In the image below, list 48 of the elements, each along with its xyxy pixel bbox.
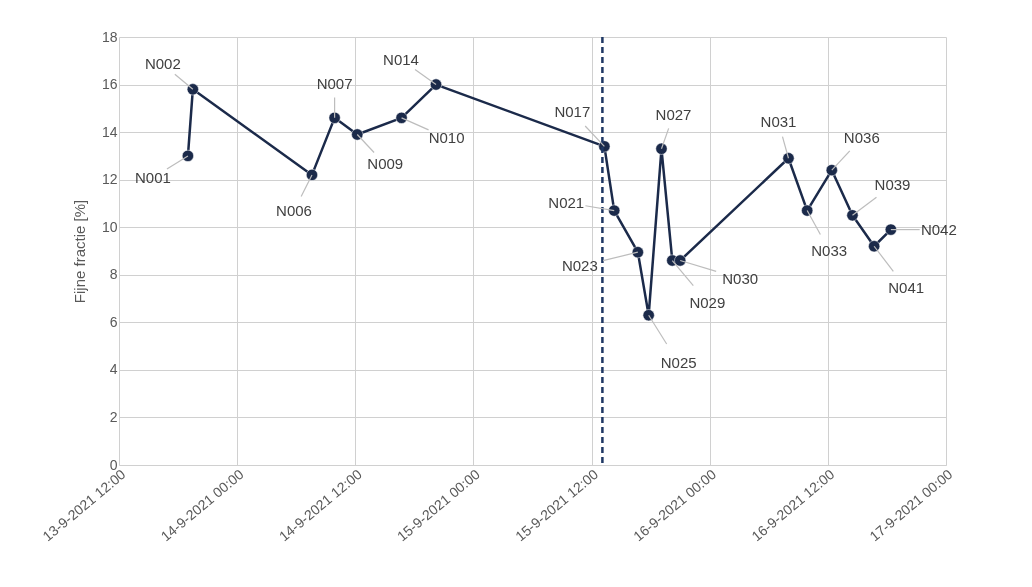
point bbox=[351, 128, 364, 141]
y-tick-label: 12 bbox=[101, 171, 118, 188]
annotation: N002 bbox=[144, 55, 181, 73]
annotation: N007 bbox=[316, 74, 353, 92]
annotation: N021 bbox=[548, 193, 585, 211]
point bbox=[328, 111, 341, 124]
annotation: N041 bbox=[888, 279, 925, 297]
annotation: N006 bbox=[276, 201, 312, 219]
annotation: N036 bbox=[843, 129, 880, 147]
point bbox=[825, 164, 838, 177]
y-axis-title: Fijne fractie [%] bbox=[70, 199, 88, 304]
y-tick-label: 14 bbox=[101, 123, 118, 140]
annotation: N027 bbox=[655, 105, 692, 123]
annotation: N010 bbox=[428, 128, 465, 146]
annotation: N023 bbox=[561, 257, 598, 275]
point bbox=[306, 168, 318, 181]
annotation: N039 bbox=[874, 176, 911, 194]
annotation: N014 bbox=[383, 50, 419, 68]
point bbox=[642, 309, 655, 322]
annotation: N001 bbox=[134, 168, 171, 186]
annotation: N025 bbox=[660, 354, 697, 372]
annotation: N017 bbox=[554, 103, 591, 121]
point bbox=[430, 78, 442, 91]
y-tick-label: 18 bbox=[101, 28, 118, 45]
annotation: N031 bbox=[760, 113, 797, 131]
annotation: N029 bbox=[689, 293, 726, 311]
point bbox=[674, 254, 687, 267]
point bbox=[801, 204, 814, 217]
point bbox=[186, 83, 199, 96]
annotation: N033 bbox=[811, 241, 848, 259]
y-tick-label: 6 bbox=[109, 313, 118, 330]
point bbox=[395, 111, 408, 124]
y-tick-label: 4 bbox=[109, 361, 118, 378]
point bbox=[608, 204, 621, 217]
y-tick-label: 8 bbox=[109, 266, 118, 283]
point bbox=[884, 223, 897, 236]
point bbox=[655, 142, 668, 155]
point bbox=[181, 149, 194, 162]
y-tick-label: 16 bbox=[101, 76, 118, 93]
point bbox=[868, 240, 881, 253]
annotation: N030 bbox=[722, 269, 759, 287]
y-tick-label: 2 bbox=[109, 408, 118, 425]
point bbox=[631, 246, 644, 259]
point bbox=[846, 209, 859, 222]
annotation: N042 bbox=[920, 220, 957, 238]
y-tick-label: 10 bbox=[101, 218, 118, 235]
point bbox=[782, 152, 795, 165]
annotation: N009 bbox=[367, 155, 404, 173]
